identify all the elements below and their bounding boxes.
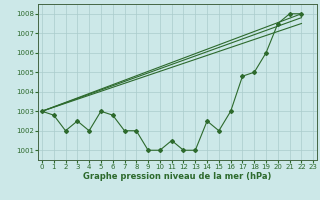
X-axis label: Graphe pression niveau de la mer (hPa): Graphe pression niveau de la mer (hPa) bbox=[84, 172, 272, 181]
